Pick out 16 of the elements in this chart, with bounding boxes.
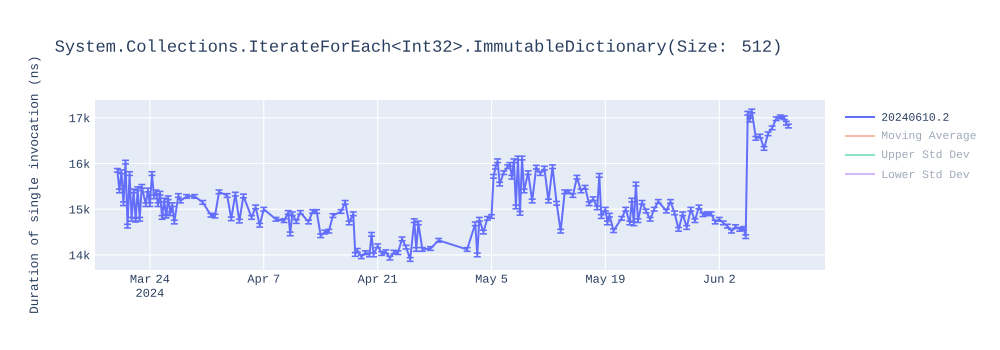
y-tick-label: 14k bbox=[70, 250, 90, 260]
y-tick-label: 16k bbox=[70, 159, 90, 168]
y-axis-title: Duration of single invocation (ns) bbox=[28, 58, 41, 313]
y-tick-label: 15k bbox=[70, 204, 90, 214]
x-tick-label: May 19 bbox=[586, 274, 625, 286]
y-tick-label: 17k bbox=[70, 113, 90, 122]
legend-label: Moving Average bbox=[882, 130, 976, 142]
x-tick-label: Apr 7 bbox=[247, 274, 280, 286]
x-tick-label: Jun 2 bbox=[704, 274, 735, 283]
x-tick-label: May 5 bbox=[476, 274, 508, 286]
chart-title: System.Collections.IterateForEach<Int32>.ImmutableDictionary(Size: 512) bbox=[55, 39, 780, 56]
legend-label: Lower Std Dev bbox=[882, 170, 970, 178]
legend-label: 20240610.2 bbox=[882, 113, 948, 121]
x-tick-label: Apr 21 bbox=[358, 274, 398, 286]
legend-label: Upper Std Dev bbox=[882, 150, 970, 160]
x-tick-label: Mar 24 2024 bbox=[130, 274, 170, 297]
